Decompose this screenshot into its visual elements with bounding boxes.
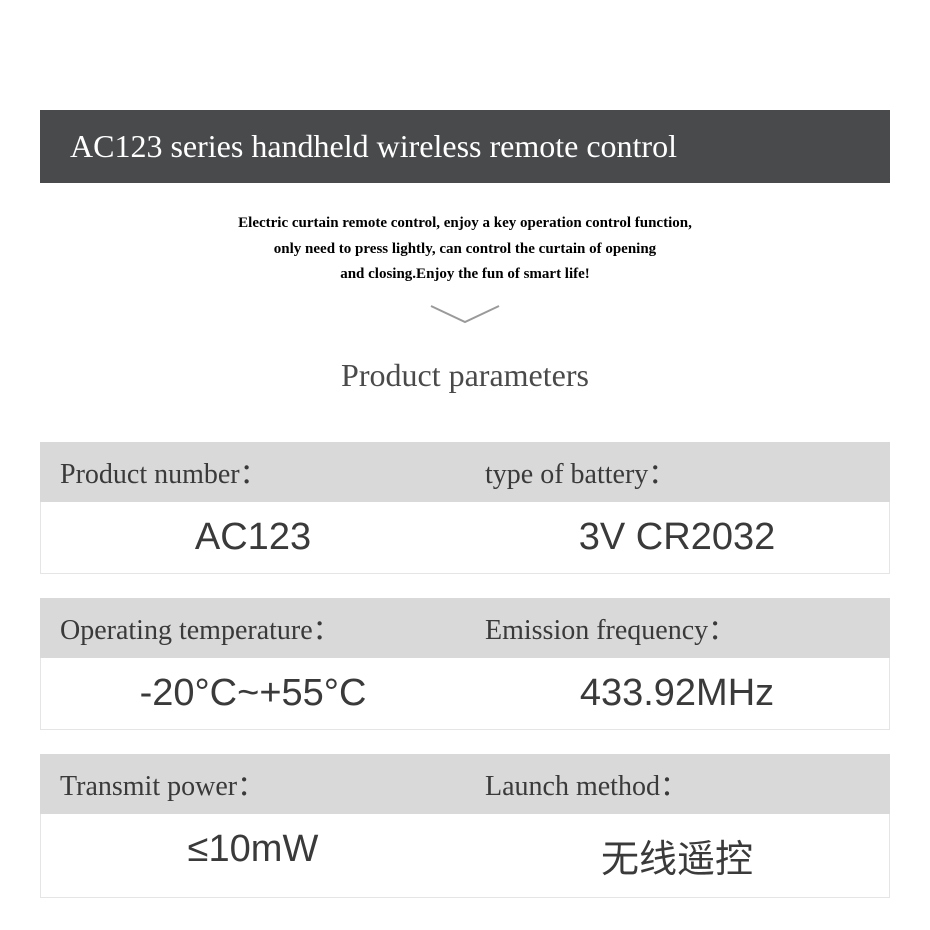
param-value: -20°C~+55°C (40, 658, 465, 730)
param-value-text: -20°C~+55°C (140, 672, 367, 714)
param-value: 无线遥控 (465, 814, 890, 898)
param-value-text: 433.92MHz (580, 672, 774, 714)
row-spacer (40, 730, 890, 754)
param-value: 433.92MHz (465, 658, 890, 730)
param-value: AC123 (40, 502, 465, 574)
description-line-3: and closing.Enjoy the fun of smart life! (340, 266, 590, 282)
page-container: AC123 series handheld wireless remote co… (0, 0, 930, 898)
param-label-text: type of battery： (485, 459, 676, 490)
param-label-text: Launch method： (485, 771, 688, 802)
param-label: Emission frequency： (465, 598, 890, 658)
param-value: ≤10mW (40, 814, 465, 898)
parameters-table: Product number： type of battery： AC123 3… (40, 442, 890, 898)
param-value-text: 无线遥控 (601, 839, 753, 881)
section-title-text: Product parameters (341, 357, 589, 393)
param-label: Product number： (40, 442, 465, 502)
product-description: Electric curtain remote control, enjoy a… (60, 211, 870, 288)
description-line-1: Electric curtain remote control, enjoy a… (238, 215, 692, 231)
param-label: Transmit power： (40, 754, 465, 814)
param-value-text: AC123 (195, 516, 311, 558)
param-label: Launch method： (465, 754, 890, 814)
param-label-text: Transmit power： (60, 771, 265, 802)
param-label: Operating temperature： (40, 598, 465, 658)
description-line-2: only need to press lightly, can control … (274, 241, 656, 257)
param-label-text: Product number： (60, 459, 268, 490)
param-label-text: Emission frequency： (485, 615, 736, 646)
param-value-text: ≤10mW (188, 828, 319, 870)
param-label-text: Operating temperature： (60, 615, 341, 646)
chevron-down-icon (0, 302, 930, 333)
section-title: Product parameters (0, 357, 930, 394)
param-value: 3V CR2032 (465, 502, 890, 574)
param-value-text: 3V CR2032 (579, 516, 775, 558)
param-label: type of battery： (465, 442, 890, 502)
title-text: AC123 series handheld wireless remote co… (70, 128, 677, 164)
row-spacer (40, 574, 890, 598)
title-bar: AC123 series handheld wireless remote co… (40, 110, 890, 183)
